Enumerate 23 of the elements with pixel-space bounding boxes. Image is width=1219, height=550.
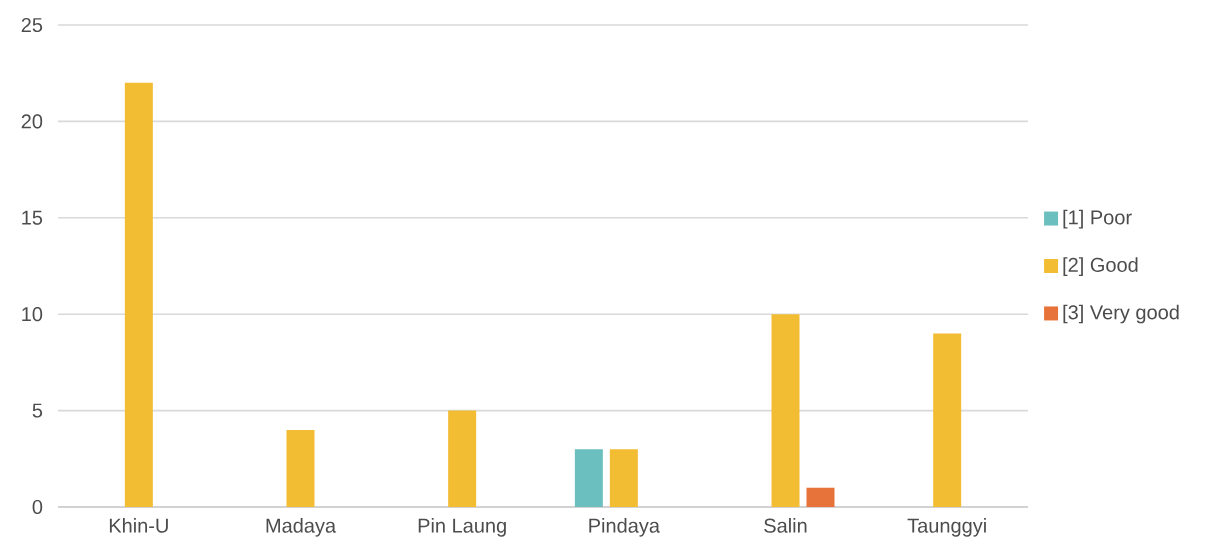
x-tick-label: Pin Laung xyxy=(418,518,506,537)
x-tick-label: Madaya xyxy=(266,518,337,537)
bar xyxy=(124,82,153,507)
bar xyxy=(771,314,800,507)
x-tick-label: Salin xyxy=(764,518,807,533)
legend-label: [2] Good xyxy=(1063,257,1138,276)
legend-label: [3] Very good xyxy=(1063,304,1179,324)
bar xyxy=(286,429,315,507)
y-tick-label: 5 xyxy=(32,403,43,418)
x-tick-label: Khin-U xyxy=(109,518,168,533)
y-tick-label: 20 xyxy=(21,114,43,129)
y-tick-label: 10 xyxy=(22,307,43,322)
bar xyxy=(448,410,477,507)
bar xyxy=(609,449,638,507)
x-tick-label: Taunggyi xyxy=(907,518,986,537)
bar xyxy=(574,449,603,507)
y-tick-label: 15 xyxy=(22,210,43,225)
legend-label: [1] Poor xyxy=(1063,209,1132,229)
bar xyxy=(806,487,835,507)
y-tick-label: 0 xyxy=(32,499,43,515)
bar xyxy=(933,333,962,507)
x-tick-label: Pindaya xyxy=(589,518,660,537)
y-tick-label: 25 xyxy=(21,17,43,33)
